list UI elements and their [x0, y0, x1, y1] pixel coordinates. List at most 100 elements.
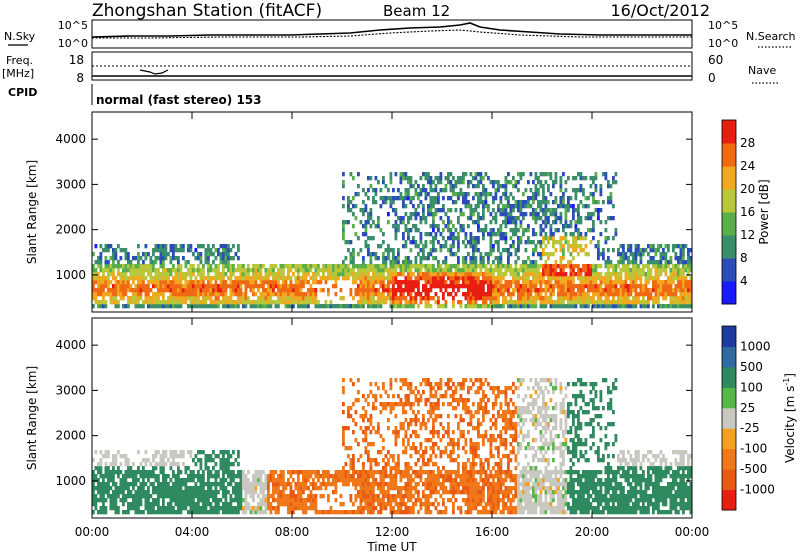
power-cell — [514, 252, 518, 257]
power-cell — [527, 284, 530, 289]
power-cell — [364, 300, 368, 305]
power-cell — [244, 268, 248, 273]
power-cell — [472, 236, 475, 241]
power-cell — [484, 280, 488, 285]
power-cell — [194, 304, 198, 309]
power-cell — [387, 296, 390, 301]
power-cell — [679, 248, 683, 253]
power-cell — [569, 268, 573, 273]
velocity-cell — [107, 490, 110, 495]
power-cell — [234, 280, 238, 285]
velocity-cell — [197, 470, 200, 475]
power-cell — [99, 268, 103, 273]
power-cell — [104, 244, 108, 249]
power-cell — [139, 272, 143, 277]
power-cell — [407, 192, 410, 197]
power-cell — [269, 296, 273, 301]
power-cell — [289, 276, 293, 281]
power-cell — [659, 304, 663, 309]
power-cell — [462, 272, 465, 277]
velocity-cell — [114, 510, 118, 515]
power-cell — [627, 292, 630, 297]
power-cell — [687, 268, 690, 273]
power-cell — [614, 228, 618, 233]
power-cell — [387, 284, 390, 289]
power-cell — [397, 216, 400, 221]
power-cell — [542, 208, 545, 213]
power-cell — [312, 296, 315, 301]
power-cell — [149, 288, 153, 293]
velocity-cell — [152, 498, 155, 503]
velocity-cell — [222, 494, 225, 499]
velocity-cell — [352, 482, 355, 487]
power-cell — [409, 276, 413, 281]
power-cell — [94, 280, 98, 285]
power-cell — [474, 272, 478, 277]
power-cell — [604, 236, 608, 241]
power-cell — [659, 264, 663, 269]
power-cell — [267, 268, 270, 273]
power-cell — [464, 244, 468, 249]
power-cell — [552, 264, 555, 269]
power-cell — [657, 248, 660, 253]
power-cell — [547, 208, 550, 213]
power-cell — [377, 268, 380, 273]
power-cell — [364, 228, 368, 233]
power-cell — [422, 244, 425, 249]
power-cell — [527, 236, 530, 241]
velocity-cell — [307, 486, 310, 491]
nsky-tick-top: 10^5 — [58, 19, 88, 32]
velocity-cell — [384, 482, 388, 487]
power-cell — [534, 288, 538, 293]
power-cell — [564, 208, 568, 213]
velocity-cell — [407, 398, 410, 403]
power-cell — [414, 280, 418, 285]
velocity-cell — [112, 498, 115, 503]
power-cell — [559, 280, 563, 285]
velocity-cell — [209, 454, 213, 459]
velocity-cell — [404, 418, 408, 423]
power-cell — [517, 276, 520, 281]
power-cell — [154, 268, 158, 273]
power-cell — [92, 304, 95, 309]
velocity-cell — [272, 482, 275, 487]
power-cell — [312, 288, 315, 293]
power-cell — [357, 272, 360, 277]
velocity-cell — [187, 494, 190, 499]
power-cell — [677, 256, 680, 261]
velocity-cell — [222, 502, 225, 507]
velocity-cell — [242, 470, 245, 475]
power-cell — [122, 296, 125, 301]
power-cell — [404, 204, 408, 209]
power-cell — [677, 300, 680, 305]
power-cell — [582, 284, 585, 289]
velocity-cell — [262, 502, 265, 507]
velocity-cell — [104, 466, 108, 471]
velocity-cell — [389, 378, 393, 383]
velocity-cell — [352, 474, 355, 479]
nsearch-tick-top: 10^5 — [708, 19, 738, 32]
velocity-cell — [102, 494, 105, 499]
power-cell — [472, 240, 475, 245]
power-cell — [242, 300, 245, 305]
power-cell — [532, 272, 535, 277]
power-cell — [407, 280, 410, 285]
power-cell — [514, 304, 518, 309]
power-cell — [414, 224, 418, 229]
power-cell — [637, 268, 640, 273]
power-cell — [407, 292, 410, 297]
power-cell — [387, 188, 390, 193]
power-cell — [504, 248, 508, 253]
power-cell — [557, 304, 560, 309]
velocity-cell — [127, 474, 130, 479]
power-cell — [492, 200, 495, 205]
power-cell — [179, 276, 183, 281]
power-cell — [554, 228, 558, 233]
power-cell — [177, 296, 180, 301]
power-cell — [474, 260, 478, 265]
power-cell — [557, 216, 560, 221]
velocity-cell — [389, 498, 393, 503]
power-cell — [329, 268, 333, 273]
power-cell — [599, 300, 603, 305]
power-cell — [442, 260, 445, 265]
